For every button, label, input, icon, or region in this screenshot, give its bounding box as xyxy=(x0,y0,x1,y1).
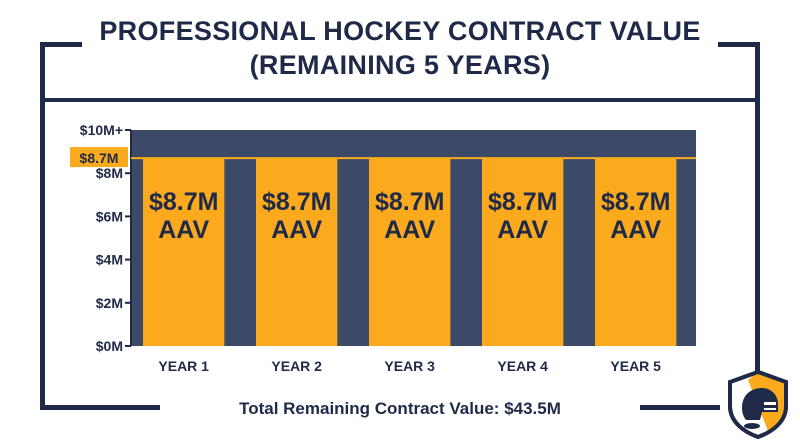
chart-title-line-2: (REMAINING 5 YEARS) xyxy=(249,50,551,80)
total-contract-value: Total Remaining Contract Value: $43.5M xyxy=(160,397,640,421)
bar-aav-label: AAV xyxy=(497,216,548,244)
bar-value-label: $8.7M xyxy=(149,188,218,216)
frame-right xyxy=(755,42,760,372)
bar xyxy=(595,158,677,346)
frame-top-left xyxy=(40,42,82,47)
y-tick-label: $8M xyxy=(96,165,123,181)
bar-value-label: $8.7M xyxy=(601,188,670,216)
bar-aav-label: AAV xyxy=(384,216,435,244)
x-tick-label: YEAR 4 xyxy=(497,358,548,374)
x-tick-label: YEAR 1 xyxy=(158,358,209,374)
reference-line-badge xyxy=(70,147,128,168)
bar xyxy=(482,158,564,346)
frame-left xyxy=(40,42,45,410)
frame-top-right xyxy=(718,42,760,47)
bar-aav-label: AAV xyxy=(271,216,322,244)
y-tick-label: $0M xyxy=(96,338,123,354)
frame-bottom-left xyxy=(40,405,160,410)
bar-aav-label: AAV xyxy=(610,216,661,244)
y-tick-label: $10M+ xyxy=(80,122,123,138)
bar-value-label: $8.7M xyxy=(262,188,331,216)
x-tick-label: YEAR 5 xyxy=(610,358,661,374)
x-tick-label: YEAR 2 xyxy=(271,358,322,374)
bar-value-label: $8.7M xyxy=(488,188,557,216)
bar xyxy=(256,158,338,346)
bar xyxy=(369,158,451,346)
chart-title: PROFESSIONAL HOCKEY CONTRACT VALUE (REMA… xyxy=(90,14,710,82)
bar-value-label: $8.7M xyxy=(375,188,444,216)
hockey-helmet-shield-icon xyxy=(728,369,788,440)
chart-title-line-1: PROFESSIONAL HOCKEY CONTRACT VALUE xyxy=(99,16,701,46)
frame-divider xyxy=(40,98,760,102)
reference-line-label: $8.7M xyxy=(80,150,119,166)
bar xyxy=(143,158,225,346)
y-tick-label: $2M xyxy=(96,295,123,311)
bar-aav-label: AAV xyxy=(158,216,209,244)
frame-bottom-right xyxy=(640,405,720,410)
y-tick-label: $6M xyxy=(96,208,123,224)
y-tick-label: $4M xyxy=(96,252,123,268)
x-tick-label: YEAR 3 xyxy=(384,358,435,374)
